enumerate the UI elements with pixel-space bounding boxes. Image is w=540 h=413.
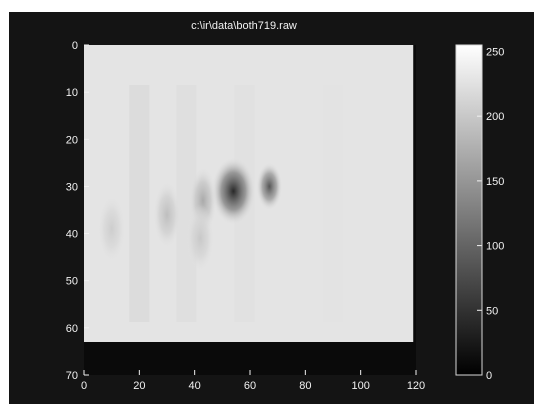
heatmap-streak <box>323 85 343 322</box>
y-axis: 0 10 20 30 40 50 60 70 <box>66 40 89 382</box>
y-tick-label: 10 <box>66 87 78 99</box>
y-tick-label: 30 <box>66 181 78 193</box>
y-tick-label: 70 <box>66 370 78 382</box>
x-tick-label: 20 <box>133 380 145 392</box>
x-tick-label: 100 <box>351 380 369 392</box>
x-tick-label: 60 <box>244 380 256 392</box>
colorbar-tick-label: 0 <box>486 370 492 382</box>
y-tick-label: 50 <box>66 276 78 288</box>
x-tick-label: 80 <box>299 380 311 392</box>
chart-title: c:\ir\data\both719.raw <box>191 20 297 32</box>
figure-window: c:\ir\data\both719.raw 0 20 40 60 80 100 120 0… <box>9 12 534 404</box>
y-tick-label: 60 <box>66 323 78 335</box>
colorbar: 0 50 100 150 200 250 <box>455 44 504 382</box>
colorbar-ticks: 0 50 100 150 200 250 <box>477 46 504 382</box>
x-axis: 0 20 40 60 80 100 120 <box>81 370 425 392</box>
colorbar-tick-label: 150 <box>486 176 504 188</box>
heatmap-blob <box>153 180 181 249</box>
x-tick-label: 40 <box>189 380 201 392</box>
colorbar-gradient <box>456 45 482 375</box>
colorbar-tick-label: 50 <box>486 305 498 317</box>
colorbar-tick-label: 250 <box>486 46 504 58</box>
colorbar-tick-label: 200 <box>486 111 504 123</box>
heatmap-blob <box>256 162 283 211</box>
heatmap-layer <box>84 45 414 342</box>
y-tick-label: 40 <box>66 229 78 241</box>
heatmap-streak <box>129 85 150 322</box>
y-tick-label: 0 <box>72 40 78 52</box>
colorbar-tick-label: 100 <box>486 241 504 253</box>
heatmap-figure: c:\ir\data\both719.raw 0 20 40 60 80 100 120 0… <box>66 20 505 392</box>
y-tick-label: 20 <box>66 134 78 146</box>
heatmap-blob <box>211 157 256 226</box>
colorbar-frame <box>455 44 483 376</box>
x-tick-label: 0 <box>81 380 87 392</box>
heatmap-blob <box>186 204 215 273</box>
x-tick-label: 120 <box>407 380 425 392</box>
main-plot-area: 0 20 40 60 80 100 120 0 10 20 30 40 50 60 70 <box>66 40 425 392</box>
heatmap-blob <box>97 194 126 263</box>
